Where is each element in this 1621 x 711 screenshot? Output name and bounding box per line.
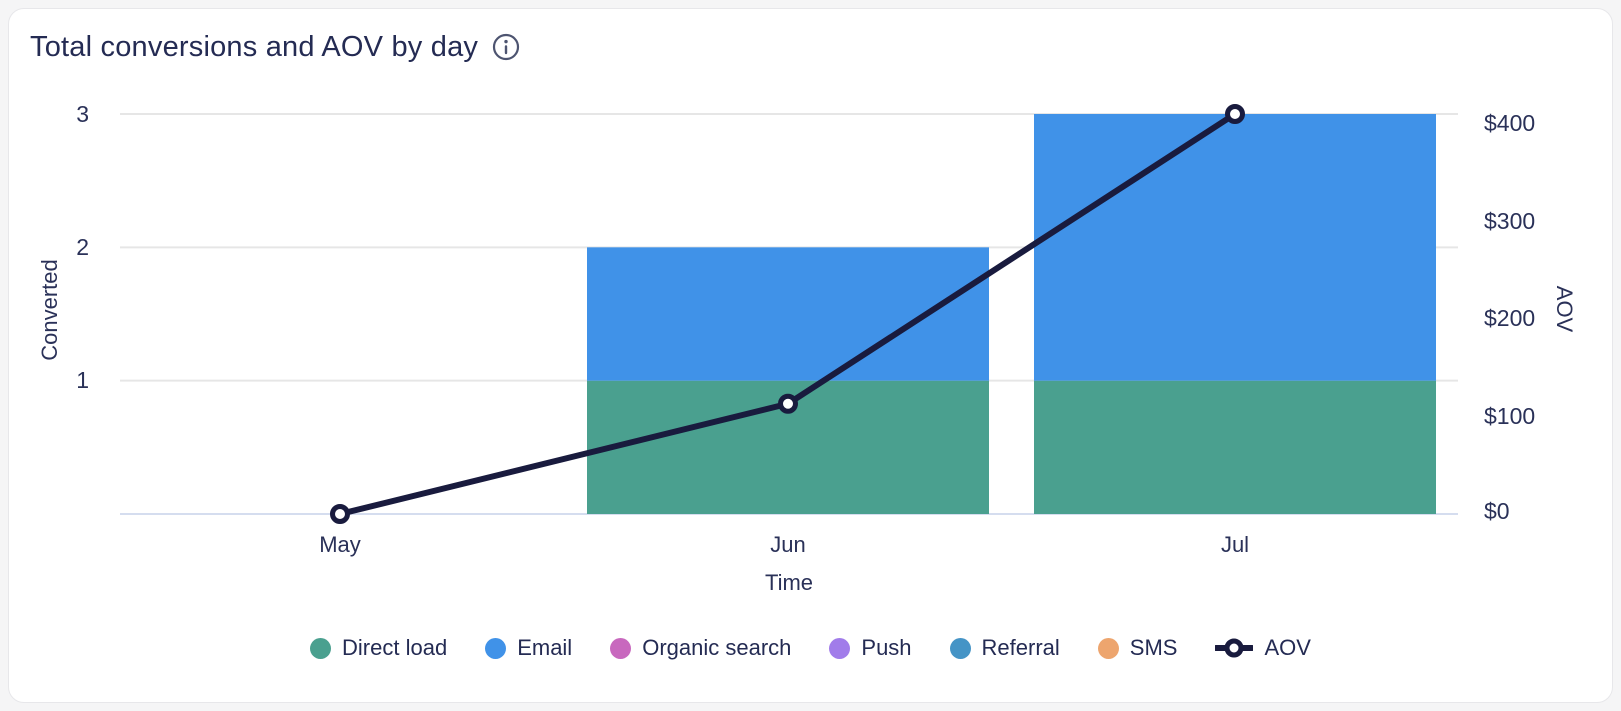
legend-item-referral[interactable]: Referral <box>949 635 1060 661</box>
legend-label: Direct load <box>342 635 448 660</box>
organic-search-swatch-icon <box>610 637 632 659</box>
referral-swatch-icon <box>949 637 971 659</box>
direct-load-swatch-icon <box>310 637 332 659</box>
x-axis-label-time: Time <box>764 570 814 595</box>
y-axis-label-converted: Converted <box>37 259 62 361</box>
legend-item-push[interactable]: Push <box>829 635 912 661</box>
legend-item-organic-search[interactable]: Organic search <box>610 635 791 661</box>
page-title: Total conversions and AOV by day <box>30 30 479 63</box>
push-swatch-icon <box>829 637 851 659</box>
y-right-tick-200: $200 <box>1484 305 1536 331</box>
x-tick-jul: Jul <box>1220 532 1250 557</box>
y-right-tick-100: $100 <box>1484 403 1536 429</box>
sms-swatch-icon <box>1097 637 1119 659</box>
legend: Direct load Email Organic search Push Re… <box>9 631 1612 665</box>
y-right-tick-300: $300 <box>1484 208 1536 234</box>
email-swatch-icon <box>485 637 507 659</box>
legend-item-aov[interactable]: AOV <box>1215 635 1311 661</box>
chart-header: Total conversions and AOV by day <box>30 27 520 67</box>
legend-label: Push <box>861 635 912 660</box>
aov-line-marker-icon <box>1215 638 1254 658</box>
y-left-tick-3: 3 <box>76 101 89 127</box>
y-axis-label-aov: AOV <box>1552 285 1577 333</box>
x-tick-may: May <box>319 532 361 557</box>
legend-item-sms[interactable]: SMS <box>1097 635 1178 661</box>
legend-label: Referral <box>981 635 1060 660</box>
y-right-tick-0: $0 <box>1484 498 1510 524</box>
y-left-tick-2: 2 <box>76 234 89 260</box>
legend-label: SMS <box>1129 635 1178 660</box>
conversions-aov-chart[interactable] <box>9 9 1614 704</box>
chart-card: Total conversions and AOV by day 3 2 1 $… <box>8 8 1613 703</box>
x-tick-jun: Jun <box>770 532 806 557</box>
info-icon[interactable] <box>492 33 520 61</box>
legend-label: Email <box>517 635 573 660</box>
legend-label: AOV <box>1264 635 1311 660</box>
y-right-tick-400: $400 <box>1484 110 1536 136</box>
legend-label: Organic search <box>642 635 792 660</box>
legend-item-email[interactable]: Email <box>485 635 572 661</box>
y-left-tick-1: 1 <box>76 367 89 393</box>
legend-item-direct-load[interactable]: Direct load <box>310 635 447 661</box>
